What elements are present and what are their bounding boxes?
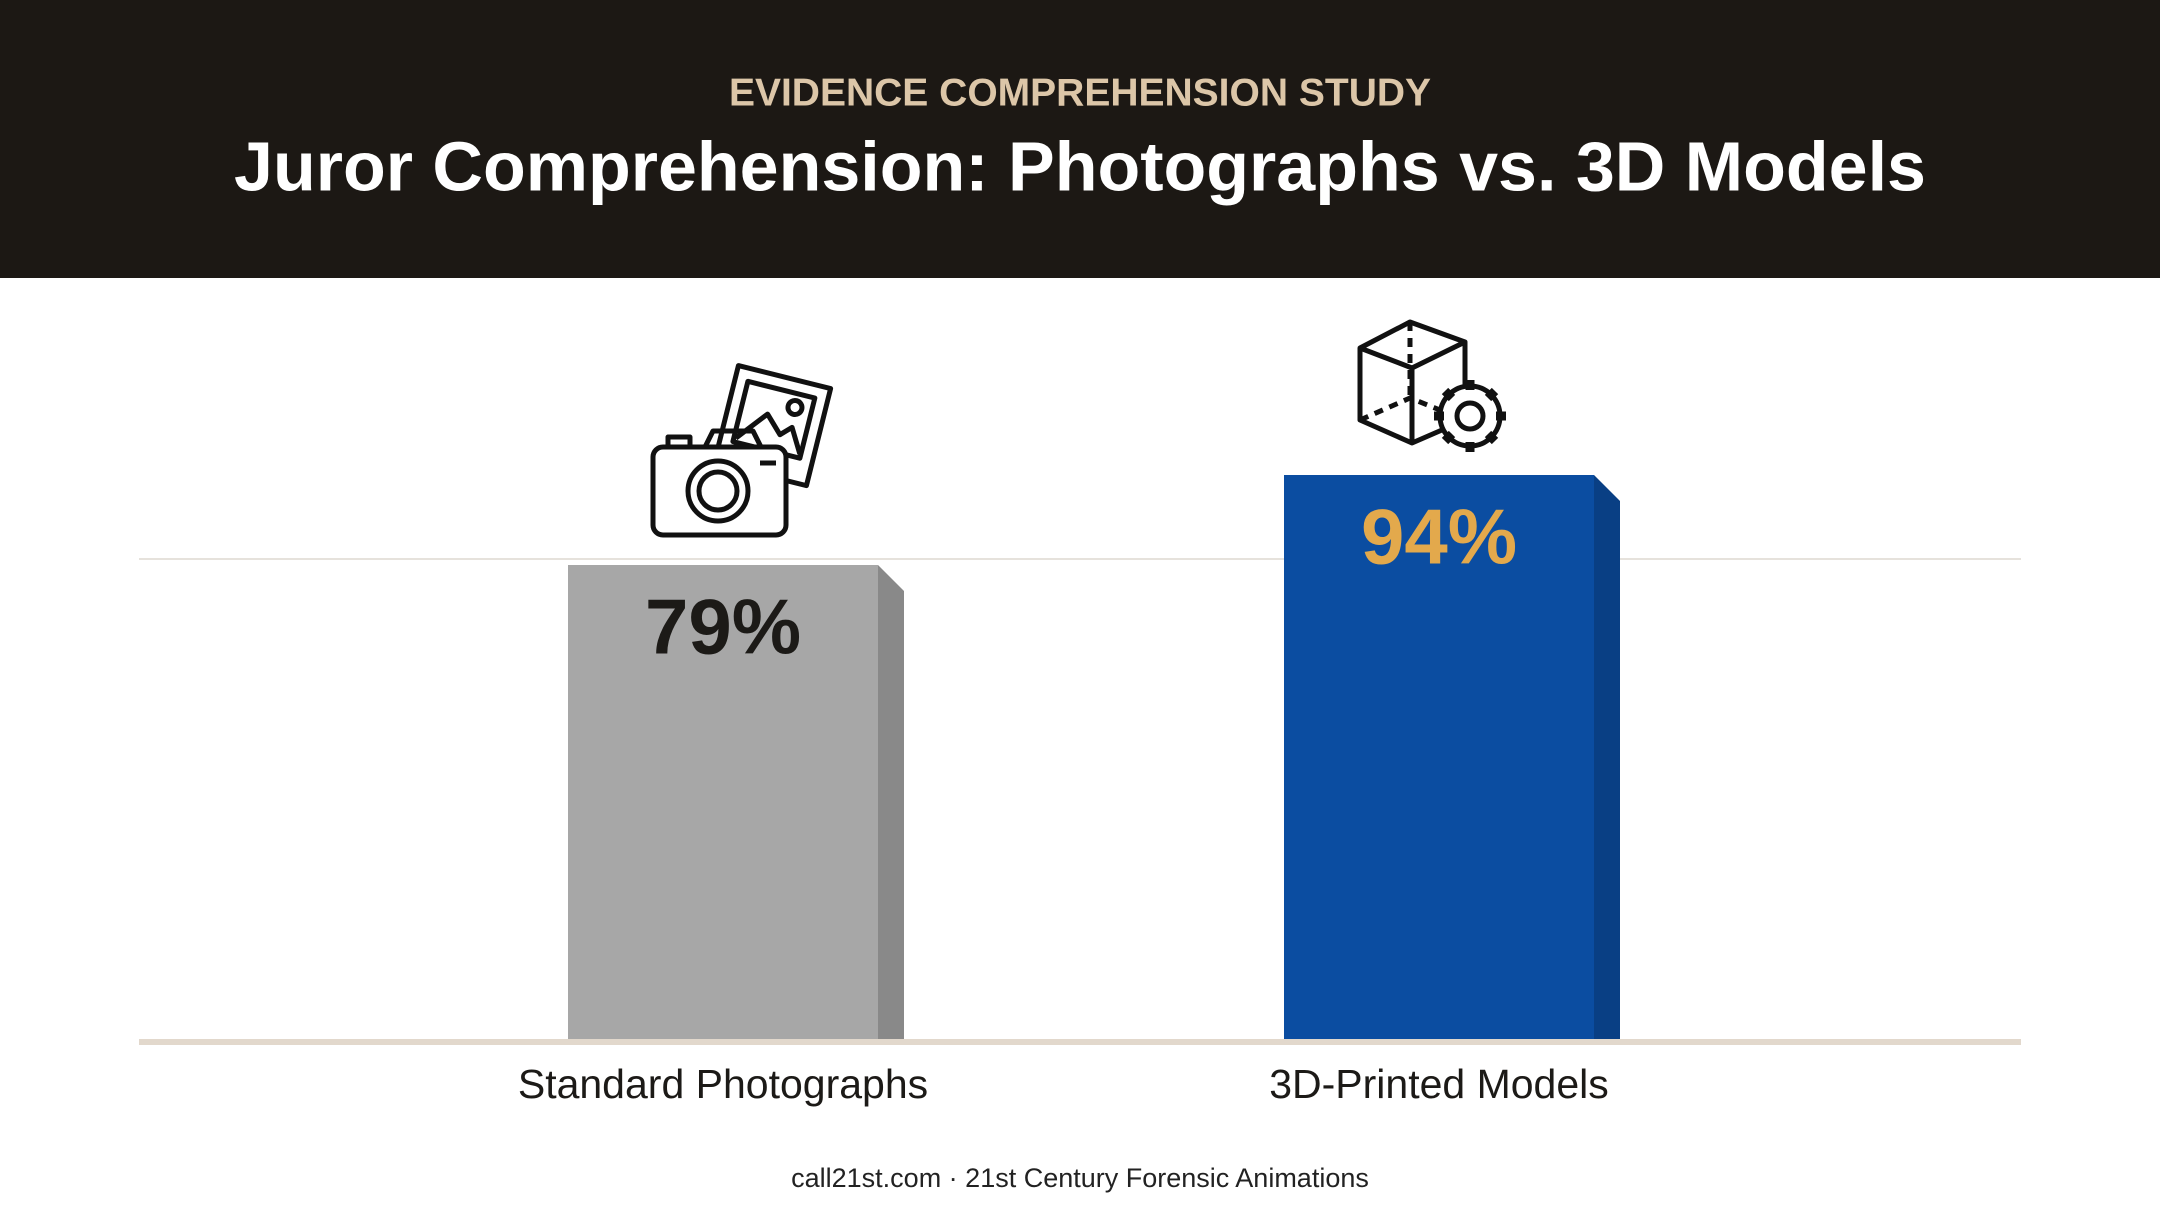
value-label: 94% (1361, 493, 1517, 581)
footer: call21st.com · 21st Century Forensic Ani… (791, 1163, 1369, 1193)
bar (568, 565, 878, 1039)
cube-icon (1357, 319, 1506, 452)
chart-title: Juror Comprehension: Photographs vs. 3D … (234, 127, 1926, 205)
chart-subtitle: EVIDENCE COMPREHENSION STUDY (729, 71, 1431, 114)
x-tick-label: Standard Photographs (518, 1061, 928, 1107)
header-band (0, 0, 2160, 278)
x-tick-label: 3D-Printed Models (1269, 1061, 1609, 1107)
camera-icon (650, 363, 834, 538)
value-label: 79% (645, 583, 801, 671)
bar-side (1594, 475, 1620, 1039)
bar-side (878, 565, 904, 1039)
bar (1284, 475, 1594, 1039)
